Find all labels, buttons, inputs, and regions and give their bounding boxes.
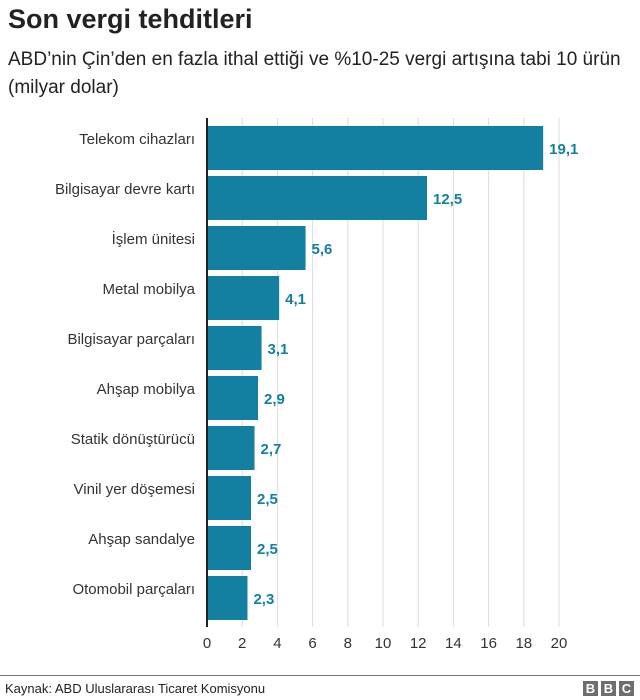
x-tick-label: 8 [344,635,352,652]
x-tick-label: 12 [410,635,427,652]
bar [207,576,248,620]
x-tick-label: 6 [308,635,316,652]
bar [207,376,259,420]
bar [207,126,544,170]
x-tick-label: 0 [203,635,211,652]
chart-subtitle: ABD’nin Çin’den en fazla ithal ettiği ve… [8,49,621,98]
data-label: 2,5 [257,491,278,508]
category-label: Ahşap sandalye [88,531,195,548]
data-label: 3,1 [268,341,289,358]
category-label: Vinil yer döşemesi [74,481,195,498]
x-tick-label: 14 [445,635,462,652]
data-label: 5,6 [312,241,333,258]
data-label: 2,5 [257,541,278,558]
bar [207,226,306,270]
data-label: 2,7 [261,441,282,458]
bar [207,526,251,570]
footer-divider [0,675,640,676]
plot-area: 0 2 4 6 8 10 12 14 16 18 20 19,1 Telekom cihazları 12… [55,118,578,652]
data-label: 12,5 [433,191,462,208]
category-label: Telekom cihazları [79,131,195,148]
x-tick-label: 20 [551,635,568,652]
chart-title: Son vergi tehditleri [8,4,253,34]
category-label: Metal mobilya [102,281,195,298]
x-tick-label: 4 [273,635,281,652]
category-label: Otomobil parçaları [72,581,195,598]
category-label: İşlem ünitesi [112,230,195,248]
data-label: 19,1 [549,141,578,158]
bar [207,476,251,520]
bar [207,326,262,370]
data-label: 2,3 [253,591,274,608]
source-note: Kaynak: ABD Uluslararası Ticaret Komisyo… [5,681,266,696]
x-tick-label: 18 [515,635,532,652]
bar [207,176,427,220]
category-label: Ahşap mobilya [97,381,196,398]
x-tick-label: 2 [238,635,246,652]
bar [207,276,280,320]
data-label: 2,9 [264,391,285,408]
category-label: Bilgisayar devre kartı [55,181,195,198]
category-label: Bilgisayar parçaları [67,331,195,348]
category-label: Statik dönüştürücü [71,431,195,448]
bar [207,426,255,470]
x-tick-label: 16 [480,635,497,652]
data-label: 4,1 [285,291,306,308]
x-tick-label: 10 [375,635,392,652]
